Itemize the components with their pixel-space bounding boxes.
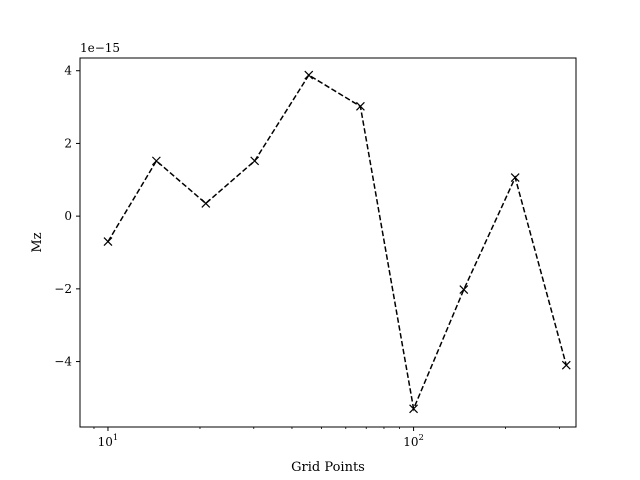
x-axis: 101 102: [93, 427, 560, 449]
y-offset-label: 1e−15: [80, 41, 120, 55]
x-tick-label: 102: [403, 433, 424, 449]
plot-frame: [79, 57, 577, 428]
data-point-marker: [355, 101, 365, 111]
data-point-marker: [201, 198, 211, 208]
y-axis: −4 −2 0 2 4: [54, 64, 80, 369]
y-tick-label: −4: [54, 355, 72, 369]
data-point-marker: [151, 156, 161, 166]
x-tick-label: 101: [98, 433, 119, 449]
y-tick-label: 0: [64, 209, 72, 223]
data-point-marker: [561, 360, 571, 370]
data-point-marker: [304, 70, 314, 80]
x-axis-label: Grid Points: [291, 460, 365, 475]
y-tick-label: 4: [64, 64, 72, 78]
data-point-marker: [103, 237, 113, 247]
series-group: [103, 70, 571, 414]
data-point-marker: [459, 285, 469, 295]
y-tick-label: 2: [64, 136, 72, 150]
data-point-marker: [250, 156, 260, 166]
data-point-marker: [409, 404, 419, 414]
series-line: [107, 74, 568, 412]
y-tick-label: −2: [54, 282, 72, 296]
y-axis-label: Mz: [30, 232, 45, 252]
data-point-marker: [510, 173, 520, 183]
